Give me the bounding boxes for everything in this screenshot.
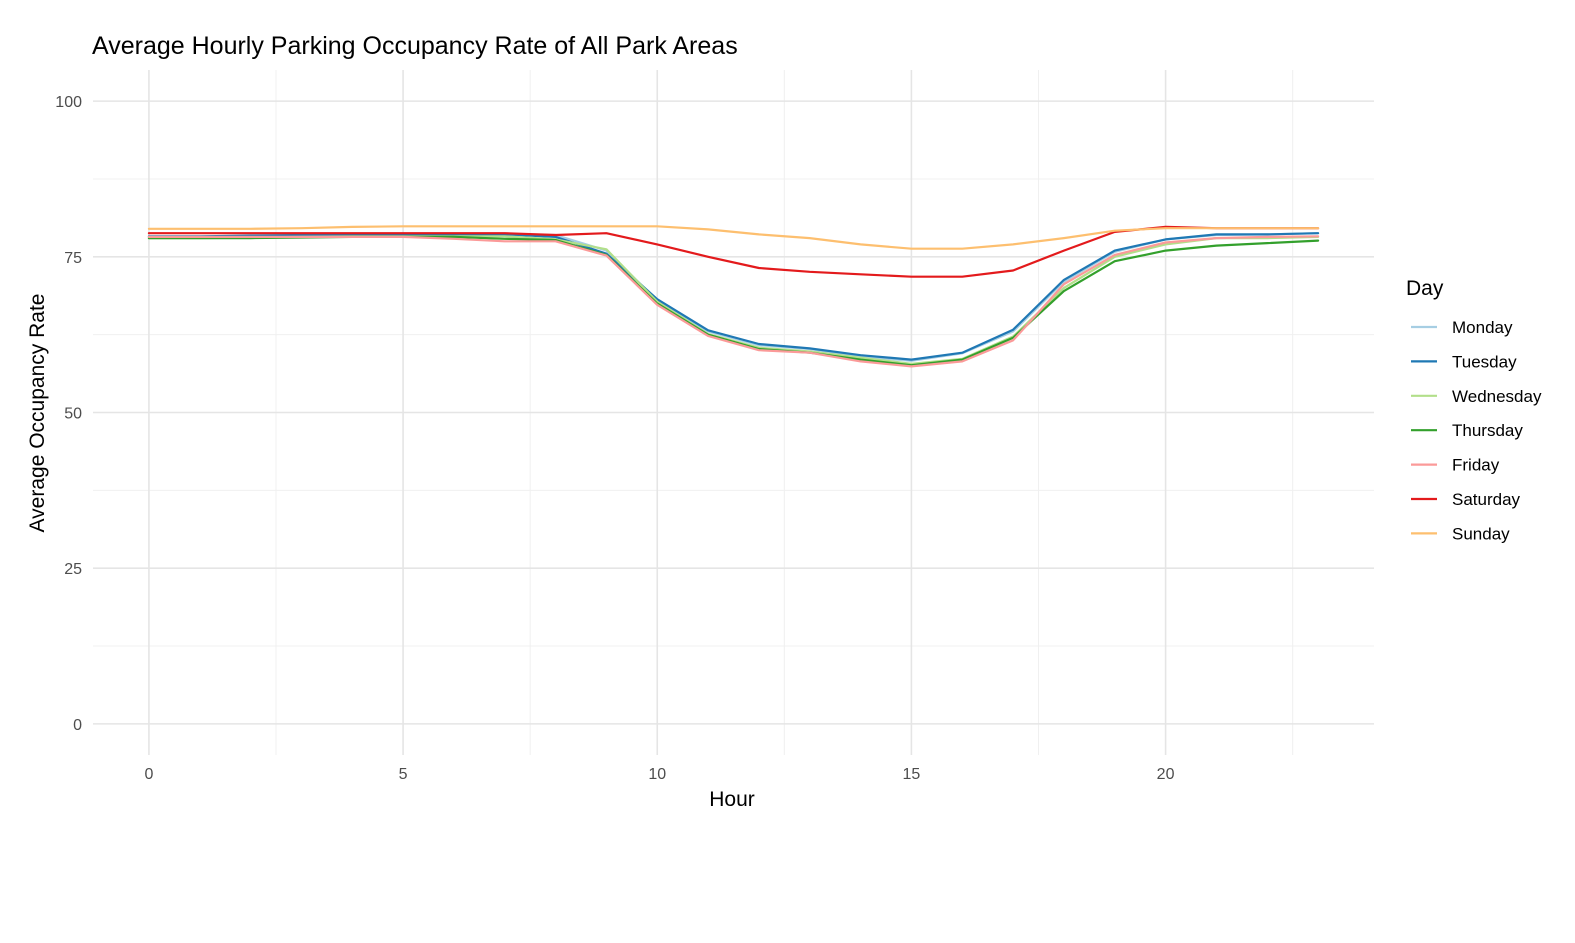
x-tick-label: 5	[399, 766, 408, 783]
x-axis-title: Hour	[709, 788, 755, 811]
x-tick-label: 0	[144, 766, 153, 783]
y-axis-ticks: 0 25 50 75 100	[55, 94, 82, 734]
legend-item-monday: Monday	[1411, 318, 1513, 337]
legend-item-thursday: Thursday	[1411, 421, 1523, 440]
legend-label: Tuesday	[1452, 352, 1517, 371]
y-tick-label: 100	[55, 94, 82, 111]
y-tick-label: 0	[73, 717, 82, 734]
legend-item-tuesday: Tuesday	[1411, 352, 1517, 371]
y-tick-label: 25	[64, 561, 82, 578]
legend: Day Monday Tuesday Wednesday Thursday Friday…	[1406, 277, 1542, 543]
legend-item-friday: Friday	[1411, 456, 1500, 475]
x-tick-label: 15	[903, 766, 921, 783]
grid	[93, 70, 1374, 755]
legend-label: Monday	[1452, 318, 1513, 337]
legend-label: Friday	[1452, 456, 1500, 475]
x-tick-label: 20	[1157, 766, 1175, 783]
series-line-friday	[147, 235, 1320, 368]
y-tick-label: 50	[64, 406, 82, 423]
legend-label: Saturday	[1452, 490, 1521, 509]
legend-label: Sunday	[1452, 524, 1510, 543]
x-tick-label: 10	[648, 766, 666, 783]
legend-item-saturday: Saturday	[1411, 490, 1521, 509]
series-line-sunday	[147, 225, 1320, 250]
series-line-tuesday	[147, 232, 1320, 361]
legend-item-sunday: Sunday	[1411, 524, 1510, 543]
legend-item-wednesday: Wednesday	[1411, 387, 1542, 406]
legend-label: Thursday	[1452, 421, 1523, 440]
legend-title: Day	[1406, 277, 1444, 300]
y-tick-label: 75	[64, 250, 82, 267]
series-layer	[147, 225, 1320, 368]
chart-title: Average Hourly Parking Occupancy Rate of…	[92, 32, 738, 60]
legend-label: Wednesday	[1452, 387, 1542, 406]
y-axis-title: Average Occupancy Rate	[26, 294, 49, 533]
x-axis-ticks: 0 5 10 15 20	[144, 766, 1174, 783]
